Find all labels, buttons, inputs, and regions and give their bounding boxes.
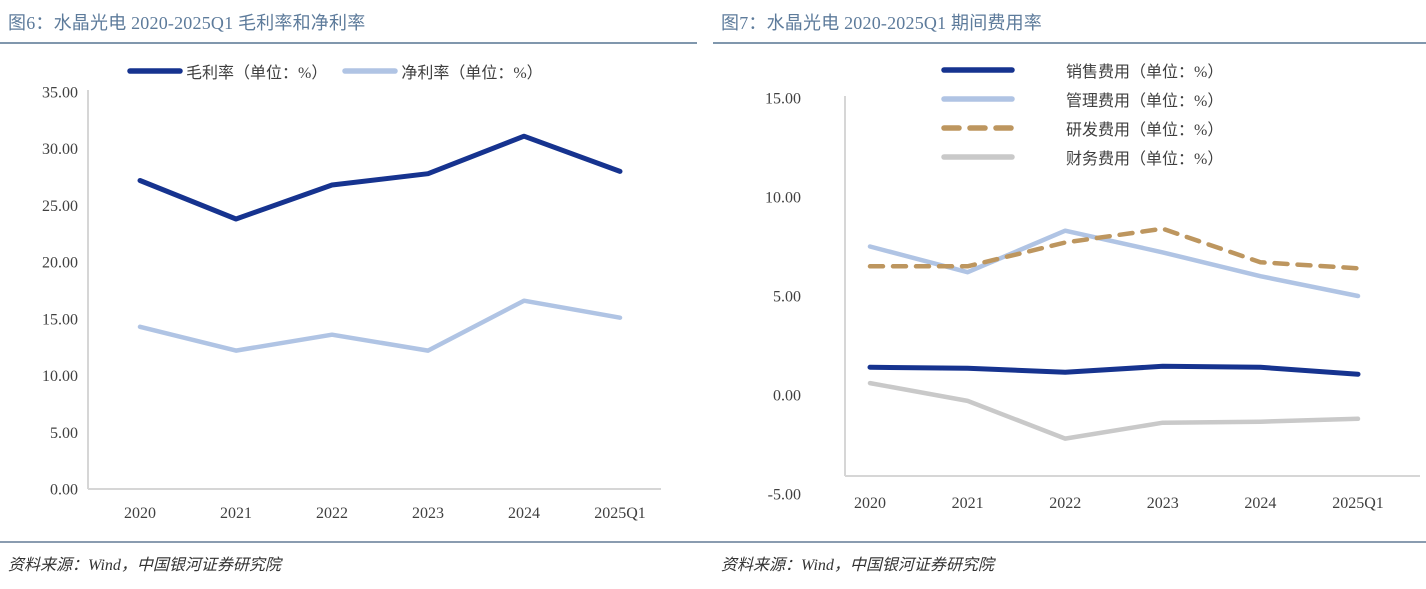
x-tick-label: 2021 [220,505,252,522]
x-tick-label: 2024 [508,505,540,522]
legend-label: 销售费用（单位：%） [1066,64,1224,82]
legend-label: 研发费用（单位：%） [1066,121,1224,139]
line-series-0 [867,363,1361,377]
x-tick-label: 2025Q1 [594,505,646,522]
legend-item: 毛利率（单位：%） [126,60,327,82]
source-note: 资料来源：Wind，中国银河证券研究院 [8,557,281,574]
legend-item: 财务费用（单位：%） [940,142,1223,171]
legend-label: 财务费用（单位：%） [1066,150,1224,168]
line-series-2 [867,226,1361,271]
x-tick-label: 2022 [316,505,348,522]
legend-line-swatch [941,67,1015,74]
source-note: 资料来源：Wind，中国银河证券研究院 [721,557,994,574]
x-tick-label: 2020 [854,495,886,512]
y-tick-label: 10.00 [765,190,801,207]
title-underline [0,42,697,44]
legend-line-swatch [941,154,1015,160]
legend-label: 毛利率（单位：%） [186,65,328,82]
legend-item: 管理费用（单位：%） [940,85,1223,114]
line-chart-expenses: 15.00 10.00 5.00 0.00 -5.00 2020 2021 2022 2023 2… [765,91,1420,512]
y-tick-label: 5.00 [773,289,801,306]
source-rule [713,541,1426,543]
y-tick-label: -5.00 [768,487,801,504]
figure-7: 图7：水晶光电 2020-2025Q1 期间费用率 15.00 10.00 5.00… [713,0,1426,589]
legend-label: 净利率（单位：%） [401,65,543,82]
legend-item: 销售费用（单位：%） [940,56,1223,85]
x-tick-label: 2025Q1 [1332,495,1384,512]
x-tick-label: 2022 [1049,495,1081,512]
figure-6: 图6：水晶光电 2020-2025Q1 毛利率和净利率 35.00 30.00 25… [0,13,713,574]
x-tick-label: 2020 [124,505,156,522]
figure-title: 图7：水晶光电 2020-2025Q1 期间费用率 [721,13,1042,33]
y-tick-label: 30.00 [42,141,78,158]
title-underline [713,42,1426,44]
legend-label: 管理费用（单位：%） [1066,93,1224,111]
legend: 毛利率（单位：%） 净利率（单位：%） [126,60,543,82]
legend-item: 研发费用（单位：%） [940,114,1223,143]
figure-title: 图6：水晶光电 2020-2025Q1 毛利率和净利率 [8,13,366,33]
x-tick-label: 2023 [1147,495,1179,512]
line-series-3 [867,380,1361,441]
x-tick-label: 2021 [952,495,984,512]
y-tick-label: 0.00 [773,388,801,405]
legend-item: 净利率（单位：%） [341,60,543,82]
y-tick-label: 0.00 [50,482,78,499]
legend-line-swatch [941,125,1015,131]
legend-line-swatch [127,68,183,74]
source-rule [0,541,713,543]
line-series-0 [137,133,623,222]
y-tick-label: 35.00 [42,85,78,102]
legend-line-swatch [342,68,399,74]
legend-line-swatch [941,96,1015,102]
y-tick-label: 25.00 [42,198,78,215]
x-tick-label: 2023 [412,505,444,522]
x-tick-label: 2024 [1244,495,1276,512]
line-series-1 [137,298,623,353]
line-chart-margins: 35.00 30.00 25.00 20.00 15.00 10.00 5.00 0.00 20… [42,85,661,522]
y-tick-label: 15.00 [765,91,801,108]
y-tick-label: 5.00 [50,425,78,442]
y-tick-label: 10.00 [42,368,78,385]
y-tick-label: 20.00 [42,255,78,272]
y-tick-label: 15.00 [42,311,78,328]
legend: 销售费用（单位：%） 管理费用（单位：%） 研发费用（单位：%） 财务费用（单位：%） [940,56,1223,171]
